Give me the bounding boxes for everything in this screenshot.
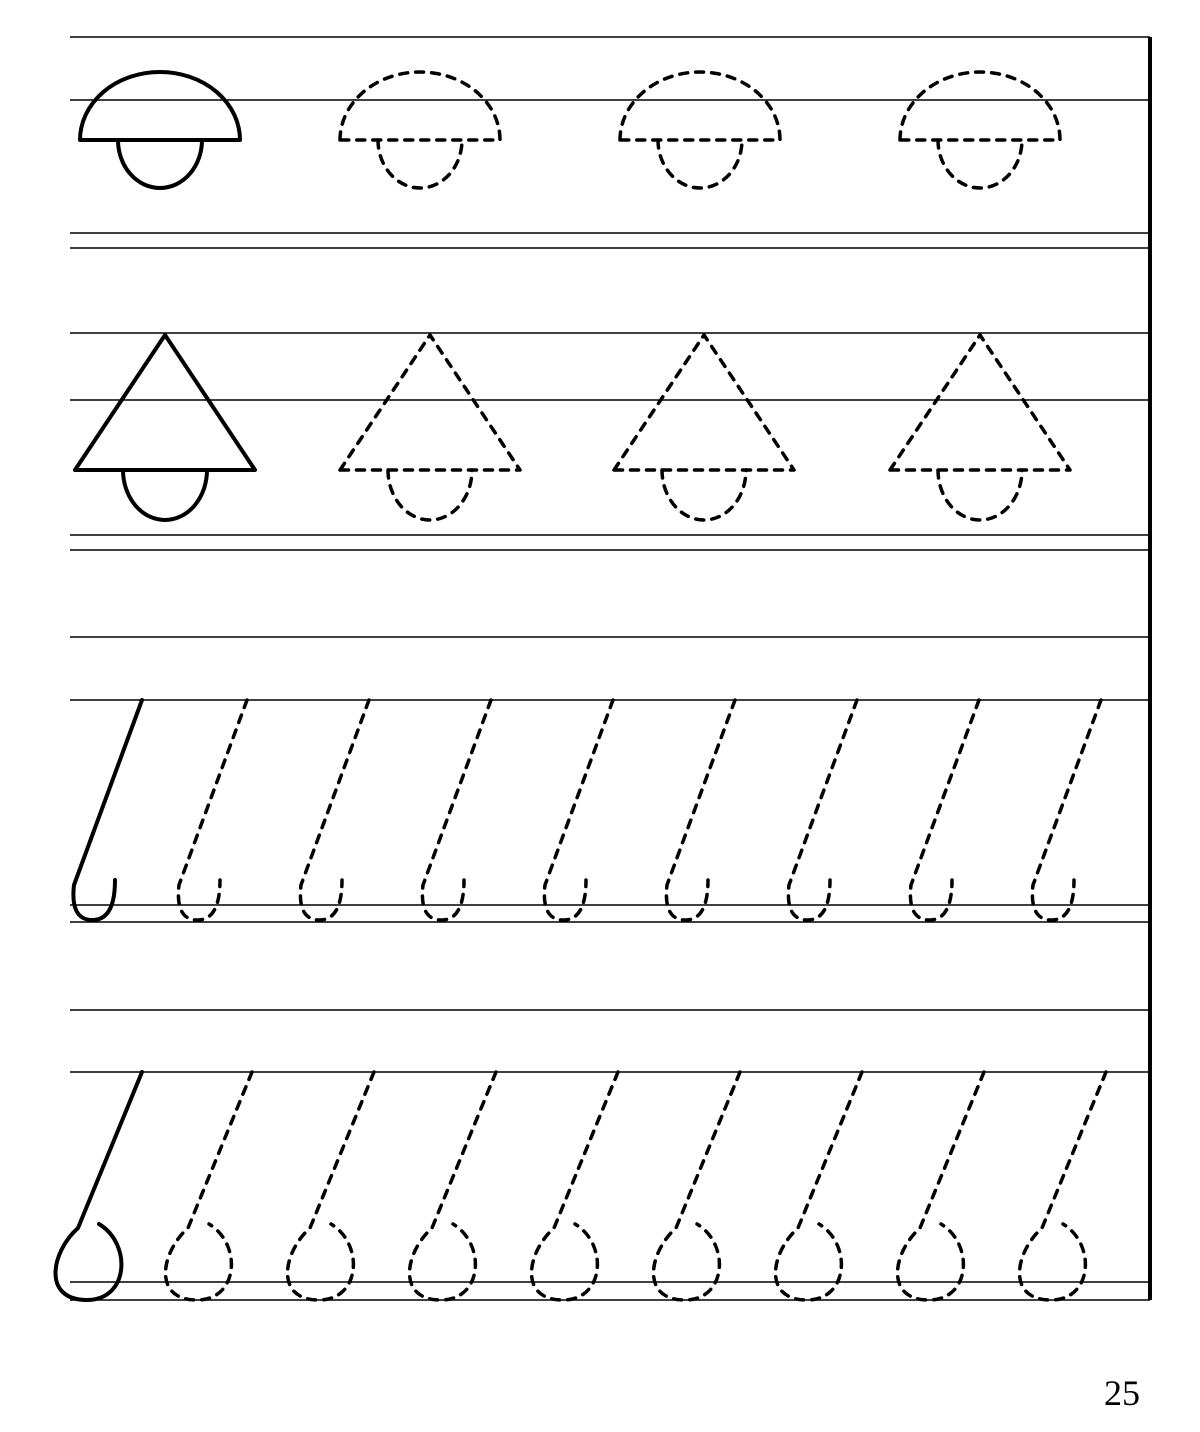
loop-solid <box>56 1072 143 1300</box>
mushroom-solid <box>80 72 240 140</box>
mushroom-trace <box>620 72 780 140</box>
mushroom-solid <box>118 140 202 188</box>
triangle-on-bowl-trace <box>662 470 746 520</box>
loop-trace <box>654 1072 741 1300</box>
triangle-on-bowl-trace <box>938 470 1022 520</box>
loop-trace <box>166 1072 253 1300</box>
hook-trace <box>910 700 979 920</box>
triangle-on-bowl-solid <box>75 335 255 470</box>
triangle-on-bowl-trace <box>614 335 794 470</box>
mushroom-trace <box>658 140 742 188</box>
hook-trace <box>788 700 857 920</box>
mushroom-trace <box>340 72 500 140</box>
hook-solid <box>73 700 142 920</box>
loop-trace <box>288 1072 375 1300</box>
mushroom-trace <box>378 140 462 188</box>
triangle-on-bowl-trace <box>340 335 520 470</box>
loop-trace <box>532 1072 619 1300</box>
hook-trace <box>544 700 613 920</box>
triangle-on-bowl-solid <box>123 470 207 520</box>
hook-trace <box>300 700 369 920</box>
loop-trace <box>410 1072 497 1300</box>
hook-trace <box>422 700 491 920</box>
hook-trace <box>178 700 247 920</box>
loop-trace <box>898 1072 985 1300</box>
loop-trace <box>1020 1072 1107 1300</box>
worksheet-page: 25 <box>0 0 1200 1432</box>
mushroom-trace <box>938 140 1022 188</box>
page-number: 25 <box>1104 1372 1140 1414</box>
worksheet-svg <box>0 0 1200 1432</box>
triangle-on-bowl-trace <box>890 335 1070 470</box>
hook-trace <box>1032 700 1101 920</box>
triangle-on-bowl-trace <box>388 470 472 520</box>
loop-trace <box>776 1072 863 1300</box>
hook-trace <box>666 700 735 920</box>
mushroom-trace <box>900 72 1060 140</box>
